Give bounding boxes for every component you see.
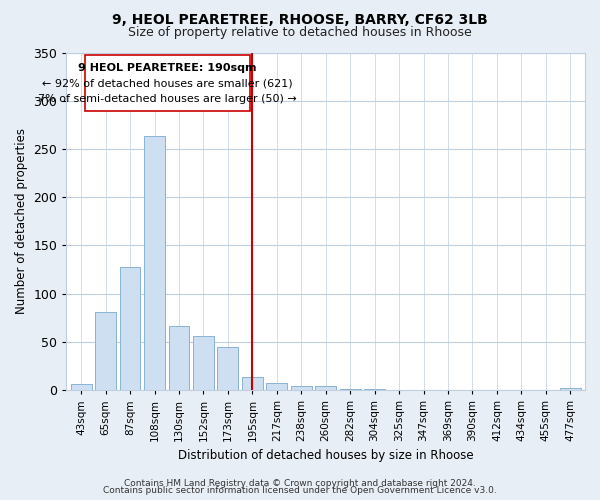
- Text: Contains public sector information licensed under the Open Government Licence v3: Contains public sector information licen…: [103, 486, 497, 495]
- Bar: [291, 386, 311, 390]
- Text: ← 92% of detached houses are smaller (621): ← 92% of detached houses are smaller (62…: [42, 78, 293, 88]
- Text: Contains HM Land Registry data © Crown copyright and database right 2024.: Contains HM Land Registry data © Crown c…: [124, 478, 476, 488]
- Bar: [71, 384, 92, 390]
- Bar: [316, 386, 336, 390]
- Bar: [95, 312, 116, 390]
- Text: Size of property relative to detached houses in Rhoose: Size of property relative to detached ho…: [128, 26, 472, 39]
- Bar: [217, 346, 238, 390]
- Text: 9, HEOL PEARETREE, RHOOSE, BARRY, CF62 3LB: 9, HEOL PEARETREE, RHOOSE, BARRY, CF62 3…: [112, 12, 488, 26]
- Bar: [364, 389, 385, 390]
- FancyBboxPatch shape: [85, 56, 250, 112]
- Bar: [266, 384, 287, 390]
- Bar: [242, 376, 263, 390]
- Bar: [340, 389, 361, 390]
- Bar: [144, 136, 165, 390]
- Bar: [119, 266, 140, 390]
- Bar: [193, 336, 214, 390]
- Y-axis label: Number of detached properties: Number of detached properties: [15, 128, 28, 314]
- Text: 7% of semi-detached houses are larger (50) →: 7% of semi-detached houses are larger (5…: [38, 94, 297, 104]
- Bar: [169, 326, 190, 390]
- Text: 9 HEOL PEARETREE: 190sqm: 9 HEOL PEARETREE: 190sqm: [78, 63, 257, 73]
- X-axis label: Distribution of detached houses by size in Rhoose: Distribution of detached houses by size …: [178, 450, 473, 462]
- Bar: [560, 388, 581, 390]
